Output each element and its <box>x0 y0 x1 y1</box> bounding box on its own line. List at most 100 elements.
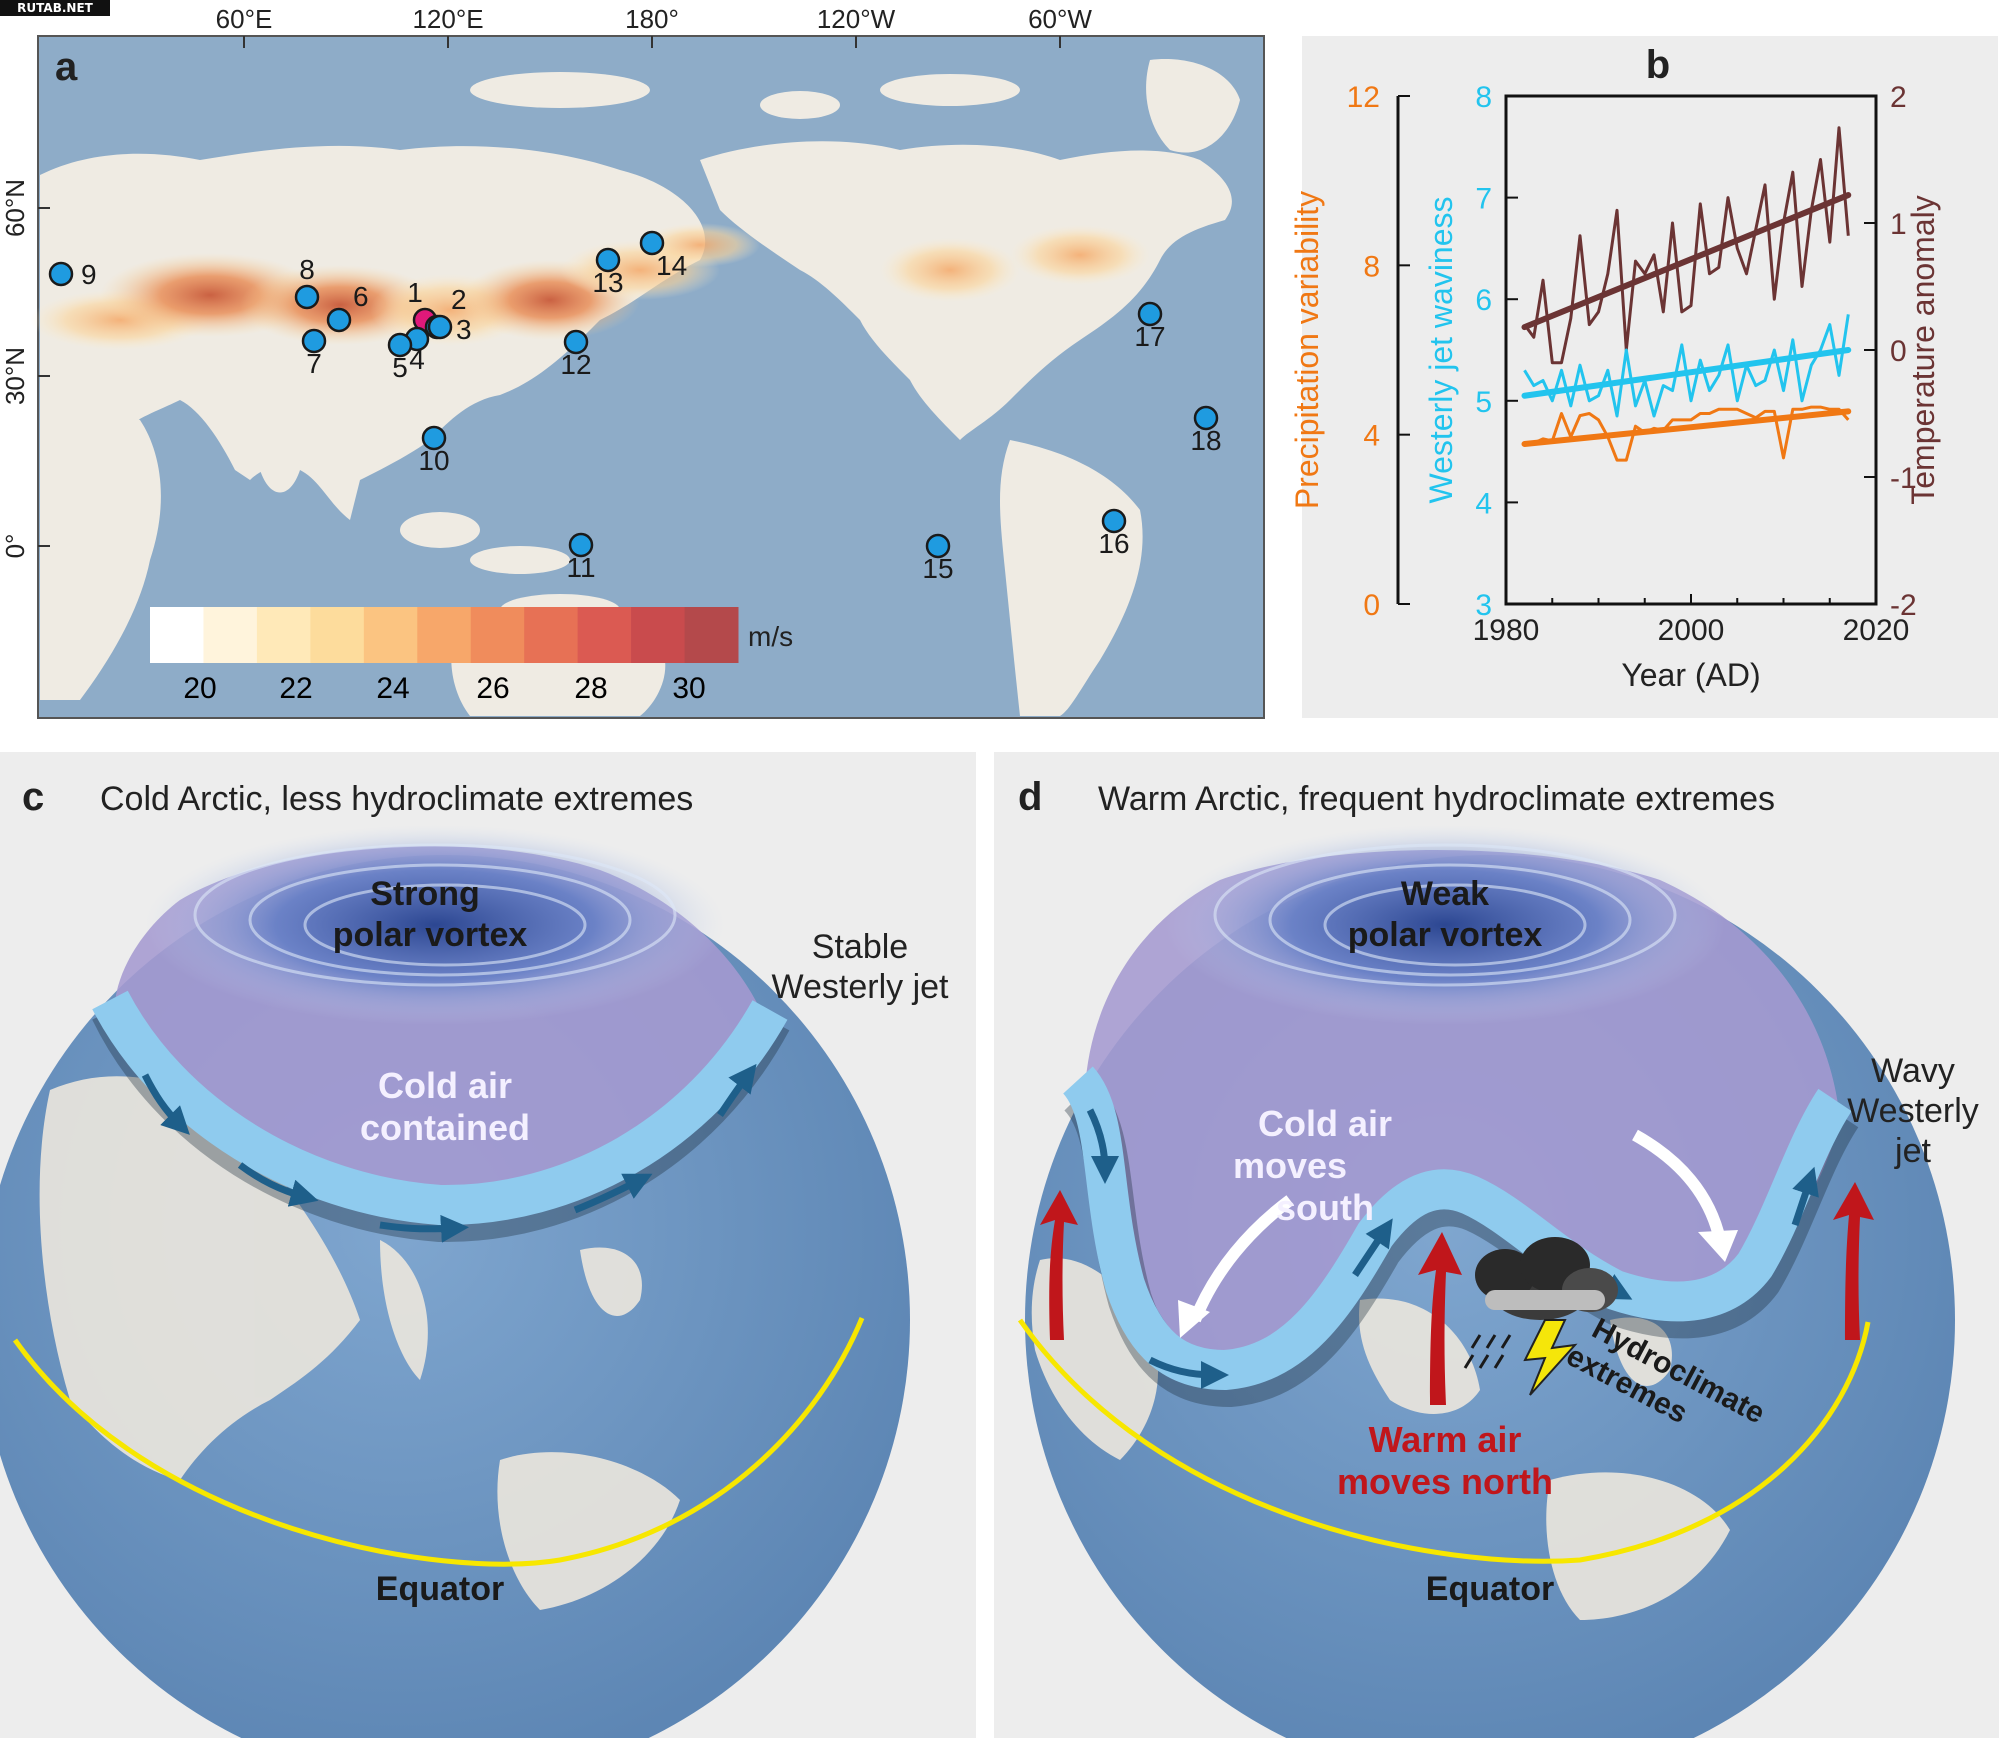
polar-vortex <box>145 825 725 1025</box>
site-label: 2 <box>451 284 467 315</box>
cold-air-label-line3: south <box>1276 1187 1374 1228</box>
site-label: 7 <box>306 348 322 379</box>
site-label: 10 <box>418 445 449 476</box>
site-marker <box>387 332 413 358</box>
trend-line <box>1521 192 1852 331</box>
x-axis-label: Year (AD) <box>1621 657 1760 693</box>
map-axis-labels: 60°E 120°E 180° 120°W 60°W 60°N 30°N 0° <box>0 4 1092 558</box>
trend-line <box>1521 408 1852 447</box>
site-marker <box>427 314 453 340</box>
colorbar-unit: m/s <box>748 621 793 652</box>
panel-c: c Cold Arctic, less hydroclimate extreme… <box>0 752 976 1738</box>
y-tick-label: 12 <box>1347 81 1380 114</box>
y-axis-label: Temperature anomaly <box>1905 195 1941 504</box>
y-tick-label: 8 <box>1475 81 1492 114</box>
y-tick-label: 1 <box>1890 208 1907 241</box>
equator-line <box>12 1317 865 1567</box>
jet-label-line3: jet <box>1894 1132 1931 1170</box>
colorbar-tick: 20 <box>183 672 216 705</box>
jet-stream-band <box>1062 1066 1852 1391</box>
jet-stream-band <box>92 990 788 1226</box>
colorbar-swatch <box>470 607 525 663</box>
cold-air-arrowhead <box>1698 1230 1738 1262</box>
site-marker <box>421 425 447 451</box>
site-label: 11 <box>566 552 595 583</box>
colorbar-tick: 26 <box>476 672 509 705</box>
y-tick-label: 6 <box>1475 284 1492 317</box>
site-marker <box>301 328 327 354</box>
y-tick-label: -1 <box>1890 462 1917 495</box>
colorbar-tick: 30 <box>672 672 705 705</box>
equator-label: Equator <box>376 1570 504 1608</box>
colorbar-swatch <box>363 607 418 663</box>
polar-vortex <box>1165 825 1725 1025</box>
y-tick-label: 8 <box>1363 250 1380 283</box>
site-marker <box>925 533 951 559</box>
y-tick-label: 3 <box>1475 589 1492 622</box>
site-marker <box>595 247 621 273</box>
wind-colorbar: m/s 20 22 24 26 28 30 <box>150 607 793 705</box>
x-tick-label: 2000 <box>1658 614 1725 647</box>
site-marker <box>639 230 665 256</box>
y-tick-label: 4 <box>1363 420 1380 453</box>
lon-label-180: 180° <box>625 4 679 34</box>
jet-label-line1: Stable <box>812 928 908 966</box>
y-tick-label: 7 <box>1475 183 1492 216</box>
trend-line <box>1521 347 1852 399</box>
panel-c-title: Cold Arctic, less hydroclimate extremes <box>100 780 693 818</box>
cold-air-label-line2: moves <box>1233 1145 1347 1186</box>
colorbar-swatch <box>684 607 739 663</box>
lat-label-30n: 30°N <box>0 347 30 405</box>
site-marker <box>294 284 320 310</box>
colorbar-swatch <box>256 607 311 663</box>
site-label: 4 <box>409 344 425 375</box>
lon-label-120w: 120°W <box>817 4 896 34</box>
site-marker <box>1193 405 1219 431</box>
site-label: 6 <box>353 281 369 312</box>
globe-land <box>1031 1258 1730 1620</box>
site-label: 1 <box>407 277 423 308</box>
warm-air-arrows <box>1040 1182 1874 1405</box>
vortex-label-line1: Strong <box>370 875 480 913</box>
site-label: 16 <box>1098 528 1129 559</box>
cold-air-label-line1: Cold air <box>1258 1103 1392 1144</box>
site-marker <box>563 329 589 355</box>
lightning-icon <box>1523 1319 1578 1396</box>
site-label: 8 <box>299 254 315 285</box>
cold-air-label-line2: contained <box>360 1107 530 1148</box>
vortex-label-line2: polar vortex <box>1348 916 1543 954</box>
cold-air-arrow <box>1189 1195 1294 1323</box>
equator-line <box>1017 1318 1871 1564</box>
panel-a-letter: a <box>55 45 78 89</box>
cold-air-label-line1: Cold air <box>378 1065 512 1106</box>
colorbar-tick: 24 <box>376 672 409 705</box>
site-label: 14 <box>656 250 687 281</box>
site-label: 9 <box>81 259 97 290</box>
lat-label-60n: 60°N <box>0 179 30 237</box>
watermark: RUTAB.NET <box>0 0 110 16</box>
colorbar-tick: 28 <box>574 672 607 705</box>
site-label: 12 <box>560 349 591 380</box>
series-line <box>1523 126 1850 365</box>
site-label: 18 <box>1190 425 1221 456</box>
panel-d-title: Warm Arctic, frequent hydroclimate extre… <box>1098 780 1775 818</box>
jet-label-line2: Westerly <box>1847 1092 1979 1130</box>
vortex-label-line2: polar vortex <box>333 916 528 954</box>
lon-label-120e: 120°E <box>412 4 483 34</box>
cold-air-arrow <box>1632 1129 1726 1242</box>
colorbar-swatch <box>310 607 365 663</box>
lat-label-0: 0° <box>0 534 30 559</box>
colorbar-swatch <box>203 607 258 663</box>
site-marker <box>48 261 74 287</box>
equator-label: Equator <box>1426 1570 1554 1608</box>
y-tick-label: -2 <box>1890 589 1917 622</box>
storm-cloud-icon <box>1475 1237 1618 1320</box>
cold-air-arrowhead <box>1178 1300 1210 1338</box>
colorbar-swatch <box>631 607 686 663</box>
vortex-label-line1: Weak <box>1401 875 1489 913</box>
y-tick-label: 0 <box>1890 335 1907 368</box>
lon-label-60e: 60°E <box>216 4 273 34</box>
